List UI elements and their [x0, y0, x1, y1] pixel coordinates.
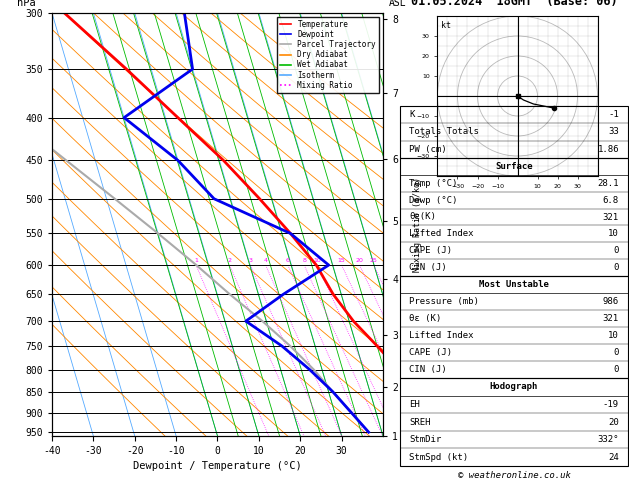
Text: 0: 0 [613, 246, 619, 255]
Text: 10: 10 [313, 258, 321, 263]
Text: 6.8: 6.8 [603, 196, 619, 205]
Text: 4: 4 [264, 258, 267, 263]
Text: Lifted Index: Lifted Index [409, 229, 474, 238]
Text: 3: 3 [248, 258, 252, 263]
Text: CIN (J): CIN (J) [409, 365, 447, 374]
Text: 28.1: 28.1 [598, 179, 619, 188]
Text: Surface: Surface [495, 162, 533, 171]
Text: Dewp (°C): Dewp (°C) [409, 196, 457, 205]
Text: 25: 25 [370, 258, 377, 263]
Text: 1.86: 1.86 [598, 145, 619, 154]
Text: 33: 33 [608, 127, 619, 137]
Legend: Temperature, Dewpoint, Parcel Trajectory, Dry Adiabat, Wet Adiabat, Isotherm, Mi: Temperature, Dewpoint, Parcel Trajectory… [277, 17, 379, 93]
Text: Most Unstable: Most Unstable [479, 280, 549, 289]
Text: 0: 0 [613, 365, 619, 374]
Text: θε (K): θε (K) [409, 314, 442, 323]
Text: 30°08'N  31°24'E  188m ASL: 30°08'N 31°24'E 188m ASL [125, 0, 310, 1]
Text: hPa: hPa [18, 0, 36, 8]
Text: 2: 2 [228, 258, 231, 263]
Text: 10: 10 [608, 331, 619, 340]
Text: 321: 321 [603, 314, 619, 323]
Text: Mixing Ratio (g/kg): Mixing Ratio (g/kg) [413, 177, 422, 272]
Text: θε(K): θε(K) [409, 212, 436, 222]
Text: SREH: SREH [409, 417, 431, 427]
Text: © weatheronline.co.uk: © weatheronline.co.uk [457, 470, 571, 480]
Text: 0: 0 [613, 263, 619, 272]
Text: 321: 321 [603, 212, 619, 222]
Text: 0: 0 [613, 348, 619, 357]
Text: CAPE (J): CAPE (J) [409, 246, 452, 255]
Text: 332°: 332° [598, 435, 619, 444]
Text: CIN (J): CIN (J) [409, 263, 447, 272]
Text: 24: 24 [608, 452, 619, 462]
Text: Lifted Index: Lifted Index [409, 331, 474, 340]
Text: PW (cm): PW (cm) [409, 145, 447, 154]
Text: K: K [409, 110, 415, 119]
Text: 8: 8 [303, 258, 306, 263]
Text: 10: 10 [608, 229, 619, 238]
Text: Pressure (mb): Pressure (mb) [409, 297, 479, 306]
Text: 986: 986 [603, 297, 619, 306]
Text: 1: 1 [194, 258, 198, 263]
Text: kt: kt [441, 21, 451, 30]
Text: StmSpd (kt): StmSpd (kt) [409, 452, 468, 462]
Text: Totals Totals: Totals Totals [409, 127, 479, 137]
Text: Temp (°C): Temp (°C) [409, 179, 457, 188]
Text: 20: 20 [608, 417, 619, 427]
Text: StmDir: StmDir [409, 435, 442, 444]
Text: EH: EH [409, 400, 420, 409]
Text: 01.05.2024  18GMT  (Base: 06): 01.05.2024 18GMT (Base: 06) [411, 0, 617, 8]
X-axis label: Dewpoint / Temperature (°C): Dewpoint / Temperature (°C) [133, 461, 302, 471]
Text: CAPE (J): CAPE (J) [409, 348, 452, 357]
Text: Hodograph: Hodograph [490, 382, 538, 391]
Text: -1: -1 [608, 110, 619, 119]
Text: 20: 20 [355, 258, 364, 263]
Text: 15: 15 [338, 258, 345, 263]
Text: km
ASL: km ASL [389, 0, 407, 8]
Text: -19: -19 [603, 400, 619, 409]
Text: 6: 6 [286, 258, 290, 263]
